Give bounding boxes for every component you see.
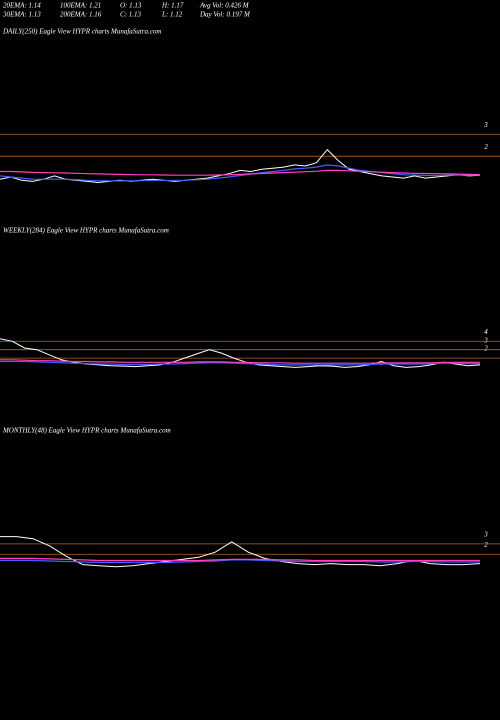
price-line [0, 360, 480, 366]
y-tick-label: 2 [484, 345, 488, 353]
price-line [0, 359, 480, 364]
header-stat: O: 1.13 [120, 2, 142, 10]
y-tick-label: 2 [484, 143, 488, 151]
y-tick-label: 3 [483, 336, 488, 344]
y-tick-label: 3 [483, 530, 488, 538]
y-tick-label: 2 [484, 541, 488, 549]
header-stat: 30EMA: 1.13 [2, 11, 41, 19]
panel-title: MONTHLY(48) Eagle View HYPR charts Munaf… [2, 427, 171, 435]
price-line [0, 536, 481, 568]
price-line [0, 557, 480, 562]
price-line [0, 169, 481, 176]
header-stat: 100EMA: 1.21 [60, 2, 101, 10]
panel-title: WEEKLY(284) Eagle View HYPR charts Munaf… [3, 227, 169, 235]
header-stat: 200EMA: 1.16 [60, 11, 102, 19]
y-tick-label: 4 [484, 328, 488, 336]
price-line [0, 148, 481, 184]
price-line [0, 164, 481, 182]
header-stat: Day Vol: 0.197 M [199, 11, 251, 19]
header-stat: Avg Vol: 0.426 M [199, 2, 250, 10]
header-stat: C: 1.13 [120, 11, 142, 19]
panel-title: DAILY(250) Eagle View HYPR charts Munafa… [2, 28, 161, 36]
header-stat: 20EMA: 1.14 [3, 2, 41, 10]
header-stat: L: 1.12 [161, 11, 183, 19]
header-stat: H: 1.17 [161, 2, 184, 10]
y-tick-label: 3 [483, 121, 488, 129]
